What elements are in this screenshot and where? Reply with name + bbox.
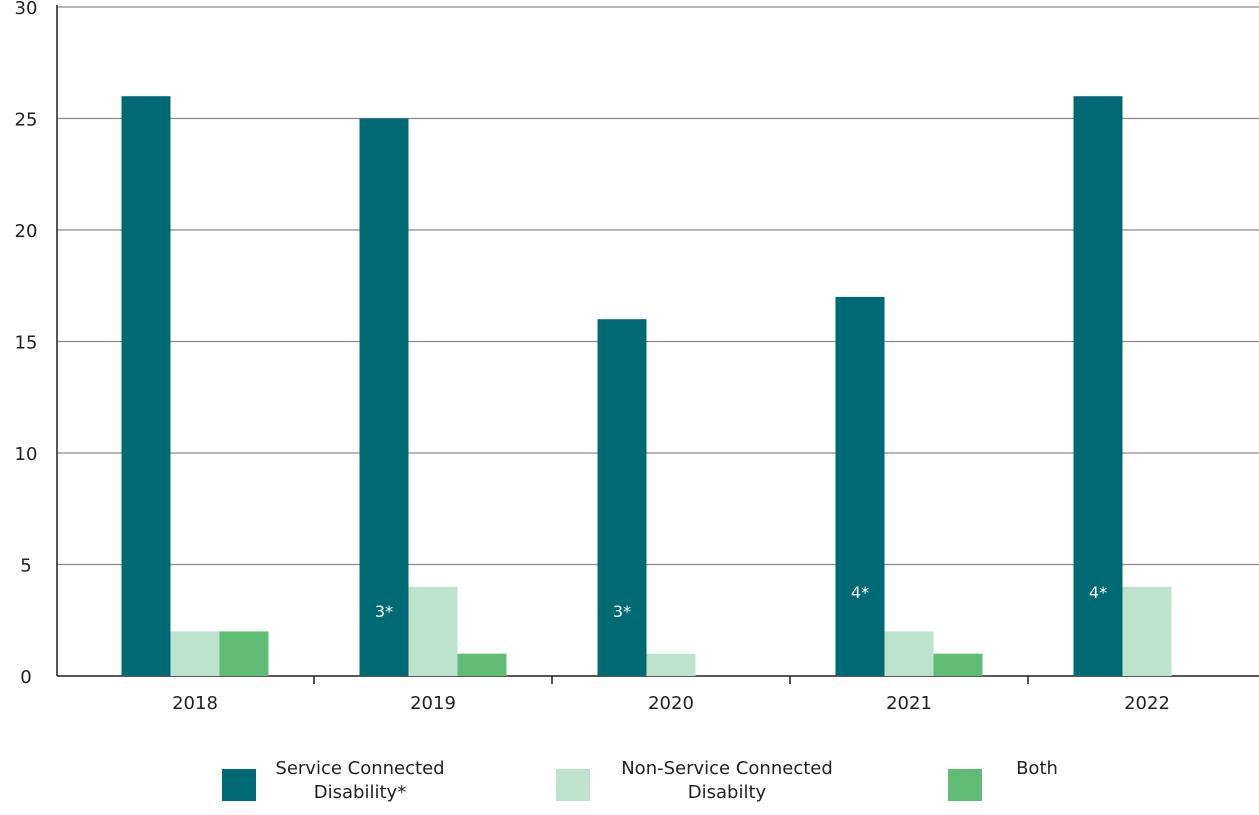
legend-swatch-both <box>948 769 982 801</box>
y-tick-label: 30 <box>15 0 38 19</box>
legend-swatch-service-connected <box>222 769 256 801</box>
legend-label-service-connected: Service Connected Disability* <box>275 758 445 803</box>
bar <box>835 296 885 676</box>
bar <box>1073 96 1123 676</box>
legend-label-non-service-connected: Non-Service Connected Disabilty <box>621 758 833 803</box>
x-tick-label: 2019 <box>410 693 456 714</box>
y-tick-label: 20 <box>15 221 38 242</box>
legend-label-both: Both <box>1016 758 1058 779</box>
legend-item-non-service-connected: Non-Service Connected Disabilty <box>556 757 862 805</box>
y-tick-label: 15 <box>15 333 38 354</box>
bar <box>884 631 934 676</box>
x-tick-label: 2018 <box>172 693 218 714</box>
data-label: 3* <box>613 602 631 621</box>
legend-item-service-connected: Service Connected Disability* <box>222 757 460 805</box>
legend-item-both: Both <box>948 757 1092 801</box>
bar <box>219 631 269 676</box>
legend: Service Connected Disability* Non-Servic… <box>0 757 1259 815</box>
bar <box>646 653 696 676</box>
bar <box>457 653 507 676</box>
bar <box>121 96 171 676</box>
y-tick-label: 10 <box>15 444 38 465</box>
bar <box>933 653 983 676</box>
y-tick-label: 25 <box>15 110 38 131</box>
legend-swatch-non-service-connected <box>556 769 590 801</box>
bar <box>170 631 220 676</box>
data-label: 4* <box>851 583 869 602</box>
x-tick-label: 2021 <box>886 693 932 714</box>
x-tick-label: 2022 <box>1124 693 1170 714</box>
bar <box>359 118 409 676</box>
x-tick-label: 2020 <box>648 693 694 714</box>
y-tick-label: 5 <box>20 556 31 577</box>
bar <box>597 319 647 676</box>
data-label: 3* <box>375 602 393 621</box>
bar <box>1122 586 1172 676</box>
data-label: 4* <box>1089 583 1107 602</box>
bar <box>408 586 458 676</box>
y-tick-label: 0 <box>20 667 31 688</box>
